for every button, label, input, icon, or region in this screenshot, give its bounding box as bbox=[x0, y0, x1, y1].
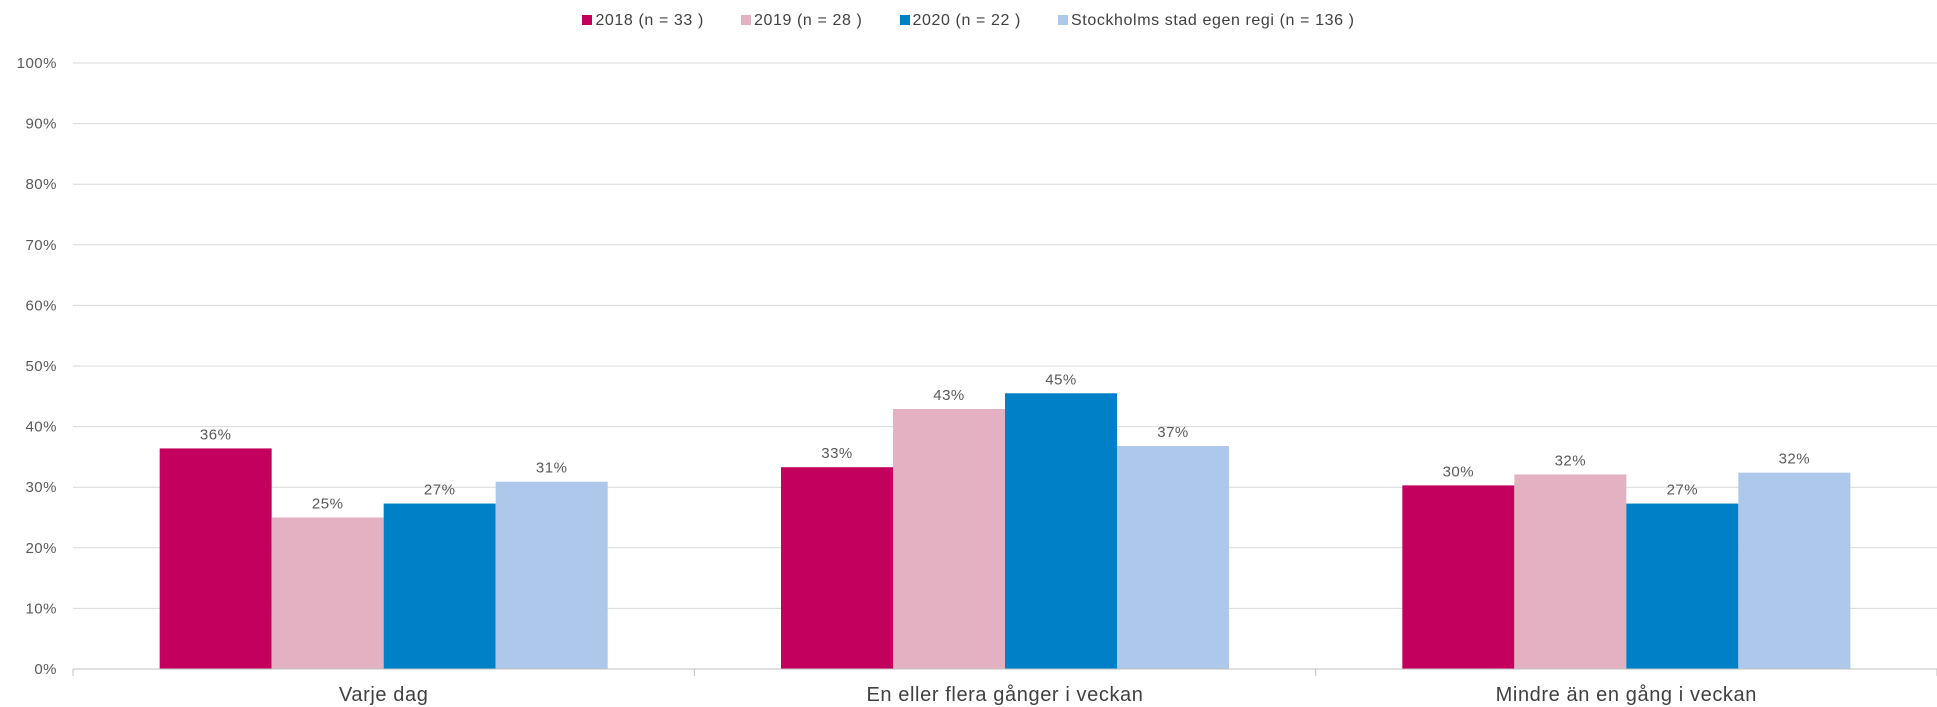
data-labels: 36% 25% 27% 31% 33% 43% 45% 37% 30% 32% 27% 32% bbox=[200, 371, 1810, 512]
y-tick-label: 70% bbox=[25, 237, 57, 254]
legend-label-2018: 2018 (n = 33 ) bbox=[595, 12, 704, 29]
bar bbox=[495, 481, 608, 669]
bar bbox=[1626, 503, 1739, 669]
x-category-label: En eller flera gånger i veckan bbox=[866, 684, 1143, 706]
legend-swatch-stockholm bbox=[1058, 15, 1069, 25]
bar bbox=[893, 409, 1005, 669]
data-label: 31% bbox=[536, 460, 568, 477]
data-label: 32% bbox=[1779, 451, 1811, 468]
legend-label-stockholm: Stockholms stad egen regi (n = 136 ) bbox=[1071, 12, 1355, 29]
x-category-label: Varje dag bbox=[339, 684, 429, 706]
y-tick-label: 20% bbox=[25, 540, 57, 557]
data-label: 37% bbox=[1157, 424, 1189, 441]
y-tick-label: 40% bbox=[25, 419, 57, 436]
bar bbox=[1738, 472, 1851, 669]
legend: 2018 (n = 33 ) 2019 (n = 28 ) 2020 (n = … bbox=[0, 12, 1937, 30]
y-tick-label: 0% bbox=[34, 661, 57, 678]
legend-label-2020: 2020 (n = 22 ) bbox=[912, 12, 1021, 29]
y-tick-label: 80% bbox=[25, 176, 57, 193]
y-tick-label: 60% bbox=[25, 297, 57, 314]
legend-item-2018: 2018 (n = 33 ) bbox=[582, 12, 703, 30]
bar bbox=[1514, 474, 1627, 669]
legend-swatch-2020 bbox=[899, 15, 910, 25]
data-label: 43% bbox=[933, 387, 965, 404]
legend-swatch-2018 bbox=[582, 15, 593, 25]
data-label: 45% bbox=[1045, 371, 1077, 388]
data-label: 32% bbox=[1555, 452, 1587, 469]
y-axis-ticks: 0% 10% 20% 30% 40% 50% 60% 70% 80% 90% 100% bbox=[17, 55, 57, 678]
bar bbox=[1402, 485, 1515, 669]
y-tick-label: 100% bbox=[17, 55, 57, 72]
bar bbox=[1117, 445, 1229, 669]
data-label: 25% bbox=[312, 496, 344, 513]
bar bbox=[271, 517, 384, 669]
legend-swatch-2019 bbox=[740, 15, 751, 25]
data-label: 27% bbox=[424, 482, 456, 499]
data-label: 27% bbox=[1667, 482, 1699, 499]
bar bbox=[159, 448, 272, 669]
bar bbox=[1005, 393, 1117, 669]
bars bbox=[159, 393, 1851, 669]
y-tick-label: 90% bbox=[25, 116, 57, 133]
data-label: 36% bbox=[200, 426, 232, 443]
x-axis: Varje dag En eller flera gånger i veckan M… bbox=[72, 668, 1937, 706]
bar bbox=[781, 467, 893, 669]
bar bbox=[383, 503, 496, 669]
y-tick-label: 50% bbox=[25, 358, 57, 375]
legend-label-2019: 2019 (n = 28 ) bbox=[753, 12, 863, 29]
x-category-label: Mindre än en gång i veckan bbox=[1496, 684, 1757, 706]
y-tick-label: 30% bbox=[25, 479, 57, 496]
legend-item-2020: 2020 (n = 22 ) bbox=[899, 12, 1021, 30]
legend-item-stockholm: Stockholms stad egen regi (n = 136 ) bbox=[1058, 12, 1355, 30]
y-tick-label: 10% bbox=[25, 600, 57, 617]
data-label: 30% bbox=[1443, 463, 1475, 480]
data-label: 33% bbox=[821, 445, 853, 462]
legend-item-2019: 2019 (n = 28 ) bbox=[740, 12, 863, 30]
